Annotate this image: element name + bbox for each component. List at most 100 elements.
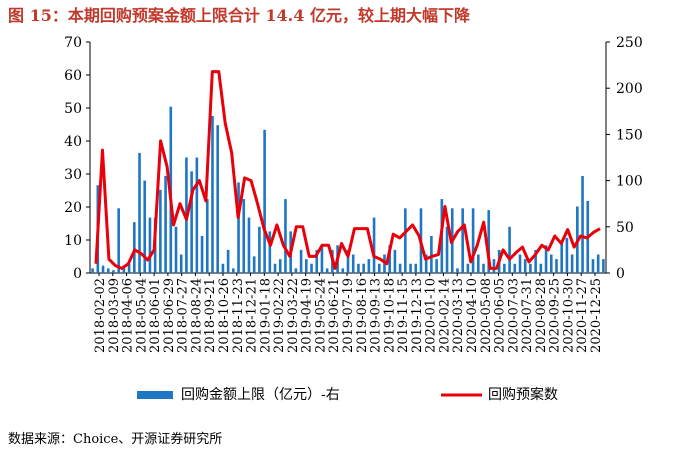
bar	[581, 175, 584, 273]
bar	[414, 263, 418, 273]
bar	[211, 115, 214, 273]
bar	[200, 236, 204, 273]
bar	[357, 263, 360, 273]
right-tick-label: 250	[616, 35, 643, 51]
bar	[602, 259, 605, 273]
bar	[445, 226, 449, 273]
bar	[362, 263, 365, 273]
x-tick-label: 2019-04-19	[300, 278, 315, 353]
bar	[294, 268, 298, 273]
x-tick-label: 2019-11-15	[396, 278, 411, 353]
bar	[492, 259, 496, 273]
bar	[393, 249, 397, 273]
bar	[508, 226, 511, 273]
bar	[351, 254, 355, 273]
x-tick-label: 2019-07-19	[341, 278, 356, 353]
bar	[346, 249, 350, 273]
x-tick-label: 2020-04-10	[465, 278, 480, 353]
bar	[122, 265, 126, 273]
x-tick-label: 2018-03-09	[107, 278, 122, 353]
x-tick-label: 2018-06-29	[162, 278, 177, 353]
bar	[560, 240, 563, 273]
left-tick-label: 60	[64, 68, 82, 84]
x-tick-label: 2019-08-16	[355, 278, 370, 353]
line-series-layer	[94, 70, 601, 270]
bar	[299, 249, 303, 273]
bar	[195, 157, 199, 273]
bar	[216, 125, 219, 273]
bar	[477, 254, 480, 273]
x-tick-label: 2018-12-21	[245, 278, 260, 353]
source-note: 数据来源：Choice、开源证券研究所	[8, 432, 223, 447]
x-tick-label: 2018-11-23	[231, 278, 246, 353]
x-tick-label: 2020-01-10	[424, 278, 439, 353]
x-tick-label: 2019-02-22	[272, 278, 287, 353]
bar	[221, 263, 225, 273]
x-tick-label: 2019-10-18	[382, 278, 397, 353]
bar	[430, 236, 433, 273]
x-tick-label: 2020-07-03	[506, 278, 521, 353]
x-tick-label: 2020-10-30	[561, 278, 576, 353]
bar	[164, 175, 167, 273]
legend-label-bar: 回购金额上限（亿元）-右	[181, 387, 340, 403]
x-tick-label: 2020-07-31	[520, 278, 535, 353]
bar	[539, 263, 543, 273]
left-tick-label: 40	[64, 134, 82, 150]
x-tick-label: 2020-05-08	[479, 278, 494, 353]
x-tick-label: 2020-03-13	[451, 278, 466, 353]
bar	[591, 259, 595, 273]
bar	[482, 263, 485, 273]
bar	[237, 182, 240, 273]
bar	[268, 231, 272, 273]
bar	[305, 259, 308, 273]
bar	[278, 259, 282, 273]
bar	[570, 254, 574, 273]
bar	[91, 268, 94, 273]
bar	[466, 263, 470, 273]
bar	[148, 217, 152, 273]
bar	[523, 259, 527, 273]
right-tick-label: 0	[616, 266, 625, 282]
left-tick-label: 50	[64, 101, 82, 117]
x-tick-label: 2020-08-28	[534, 278, 549, 353]
x-tick-label: 2020-09-25	[548, 278, 563, 353]
bar	[461, 208, 464, 273]
left-tick-label: 70	[64, 35, 82, 51]
bar	[555, 259, 558, 273]
right-tick-label: 50	[616, 220, 634, 236]
bar	[544, 245, 548, 273]
bar	[252, 256, 256, 273]
x-tick-label: 2018-08-24	[189, 278, 204, 353]
bar	[549, 254, 553, 273]
bar	[424, 254, 428, 273]
bar	[205, 199, 209, 273]
bar	[310, 263, 313, 273]
bar	[127, 263, 131, 273]
bar	[435, 259, 438, 273]
left-tick-label: 10	[64, 233, 82, 249]
tick-label-layer: 0 10 20 30 40 50 60 70 0 50 100 150 200 250 2018-02-02…	[64, 35, 643, 353]
left-tick-label: 30	[64, 167, 82, 183]
x-tick-label: 2018-05-04	[134, 278, 149, 353]
bar	[232, 268, 235, 273]
bar	[101, 265, 105, 273]
bar	[456, 268, 459, 273]
x-tick-label: 2020-12-25	[589, 278, 604, 353]
x-tick-label: 2019-03-22	[286, 278, 301, 353]
x-tick-label: 2018-04-06	[121, 278, 136, 353]
x-tick-label: 2018-02-02	[93, 278, 108, 353]
bar	[226, 249, 230, 273]
chart-title: 图 15：本期回购预案金额上限合计 14.4 亿元，较上期大幅下降	[8, 6, 470, 25]
x-tick-label: 2019-05-24	[313, 278, 328, 353]
bar	[367, 259, 371, 273]
bar	[138, 152, 141, 273]
bar	[315, 249, 319, 273]
x-tick-label: 2019-12-13	[410, 278, 425, 353]
bar	[258, 226, 261, 273]
bar	[565, 237, 569, 273]
bar	[529, 263, 532, 273]
line-series	[94, 70, 601, 270]
x-tick-label: 2020-02-14	[437, 278, 452, 353]
bar	[112, 270, 115, 273]
